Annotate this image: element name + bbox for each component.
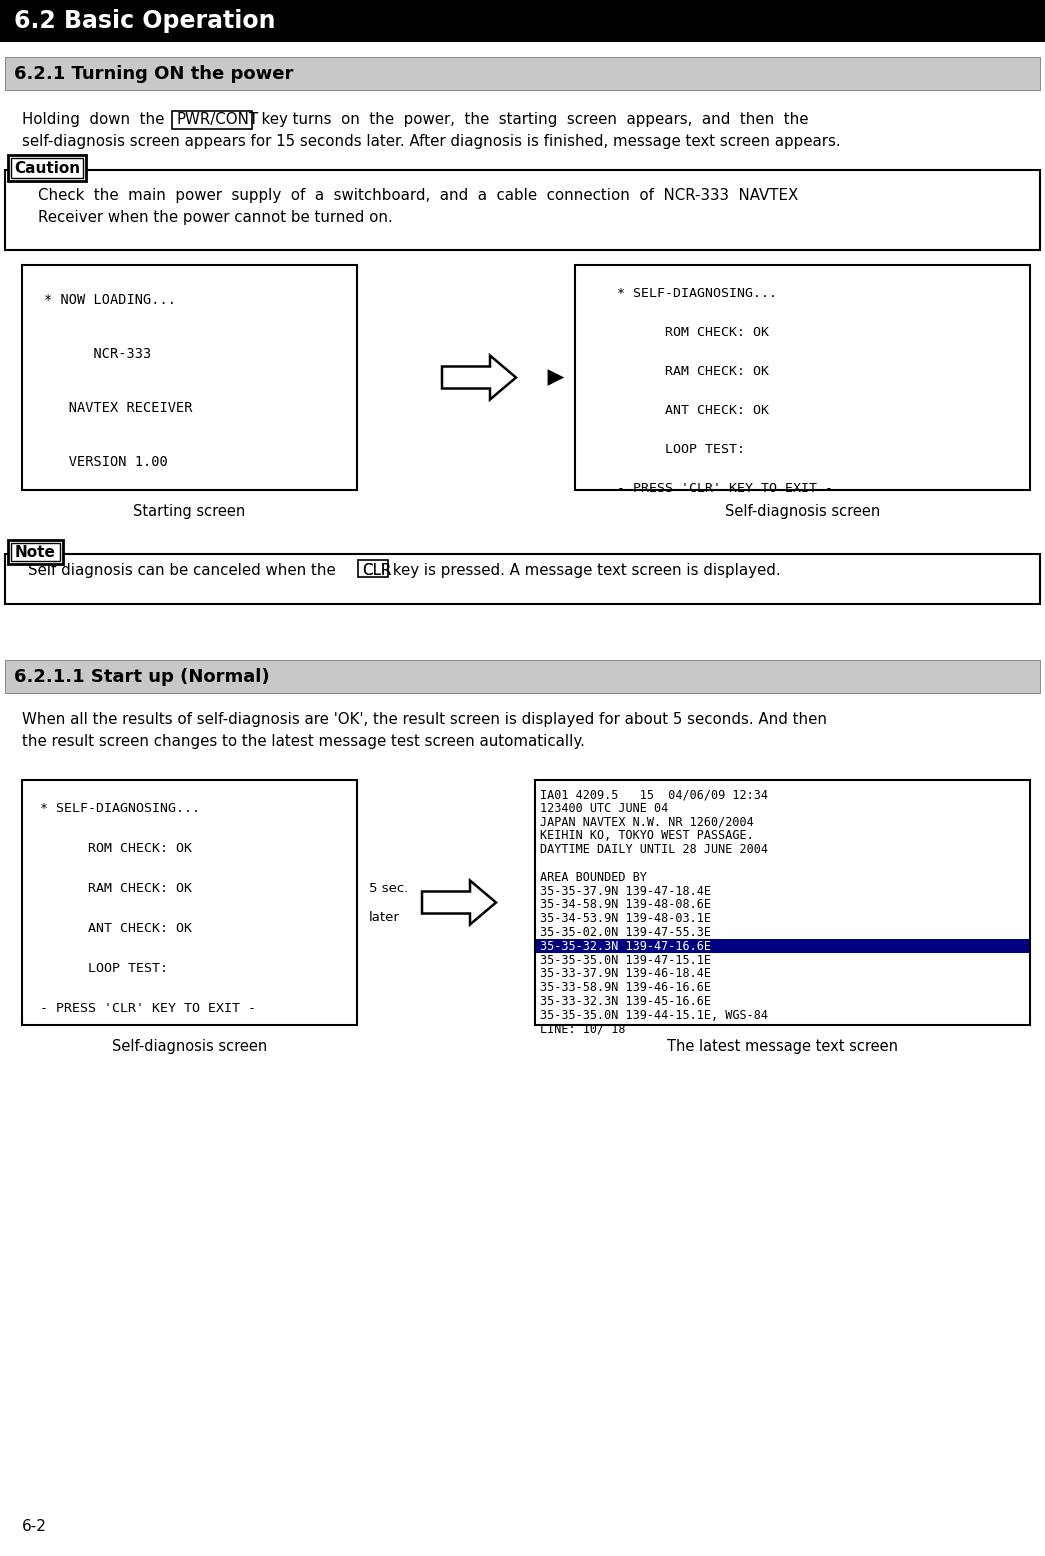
Polygon shape [422, 881, 496, 924]
Text: NCR-333: NCR-333 [44, 347, 152, 361]
Text: LOOP TEST:: LOOP TEST: [593, 443, 745, 456]
Text: Self-diagnosis screen: Self-diagnosis screen [112, 1039, 268, 1053]
Text: 35-34-53.9N 139-48-03.1E: 35-34-53.9N 139-48-03.1E [540, 912, 711, 926]
Text: ROM CHECK: OK: ROM CHECK: OK [593, 327, 769, 339]
Text: 123400 UTC JUNE 04: 123400 UTC JUNE 04 [540, 801, 668, 815]
Text: key is pressed. A message text screen is displayed.: key is pressed. A message text screen is… [388, 563, 781, 577]
Text: 6.2.1.1 Start up (Normal): 6.2.1.1 Start up (Normal) [14, 668, 270, 686]
Text: 35-35-02.0N 139-47-55.3E: 35-35-02.0N 139-47-55.3E [540, 926, 711, 938]
Text: LOOP TEST:: LOOP TEST: [40, 962, 168, 976]
Text: ROM CHECK: OK: ROM CHECK: OK [40, 842, 192, 854]
Text: When all the results of self-diagnosis are 'OK', the result screen is displayed : When all the results of self-diagnosis a… [22, 713, 827, 727]
Text: 35-33-32.3N 139-45-16.6E: 35-33-32.3N 139-45-16.6E [540, 994, 711, 1008]
Text: PWR/CONT: PWR/CONT [176, 112, 258, 128]
Text: 35-33-58.9N 139-46-16.6E: 35-33-58.9N 139-46-16.6E [540, 982, 711, 994]
Text: Self-diagnosis screen: Self-diagnosis screen [725, 504, 880, 520]
Text: self-diagnosis screen appears for 15 seconds later. After diagnosis is finished,: self-diagnosis screen appears for 15 sec… [22, 134, 840, 149]
Bar [8, 156, 86, 180]
Text: 35-35-35.0N 139-44-15.1E, WGS-84: 35-35-35.0N 139-44-15.1E, WGS-84 [540, 1008, 768, 1022]
Text: key turns  on  the  power,  the  starting  screen  appears,  and  then  the: key turns on the power, the starting scr… [252, 112, 809, 128]
Text: Holding  down  the: Holding down the [22, 112, 169, 128]
Text: 35-33-37.9N 139-46-18.4E: 35-33-37.9N 139-46-18.4E [540, 968, 711, 980]
Text: DAYTIME DAILY UNTIL 28 JUNE 2004: DAYTIME DAILY UNTIL 28 JUNE 2004 [540, 843, 768, 856]
Bar [0, 0, 1045, 42]
Text: ANT CHECK: OK: ANT CHECK: OK [593, 405, 769, 417]
Text: RAM CHECK: OK: RAM CHECK: OK [593, 366, 769, 378]
Text: later: later [369, 910, 400, 924]
Text: 5 sec.: 5 sec. [369, 882, 409, 895]
Text: * SELF-DIAGNOSING...: * SELF-DIAGNOSING... [593, 286, 777, 300]
Text: CLR: CLR [362, 563, 391, 577]
Bar [22, 265, 357, 490]
Text: The latest message text screen: The latest message text screen [667, 1039, 898, 1053]
Text: LINE: 10/ 18: LINE: 10/ 18 [540, 1022, 626, 1036]
Text: 6-2: 6-2 [22, 1519, 47, 1534]
Text: AREA BOUNDED BY: AREA BOUNDED BY [540, 871, 647, 884]
Bar [172, 110, 252, 129]
Text: CLR: CLR [362, 563, 391, 577]
Text: Check  the  main  power  supply  of  a  switchboard,  and  a  cable  connection : Check the main power supply of a switchb… [38, 188, 798, 202]
Text: Receiver when the power cannot be turned on.: Receiver when the power cannot be turned… [38, 210, 393, 226]
Bar [5, 554, 1040, 604]
Text: - PRESS 'CLR' KEY TO EXIT -: - PRESS 'CLR' KEY TO EXIT - [40, 1002, 256, 1015]
Text: 6.2 Basic Operation: 6.2 Basic Operation [14, 9, 276, 33]
Text: IA01 4209.5   15  04/06/09 12:34: IA01 4209.5 15 04/06/09 12:34 [540, 787, 768, 801]
Text: ANT CHECK: OK: ANT CHECK: OK [40, 923, 192, 935]
Text: 35-35-32.3N 139-47-16.6E: 35-35-32.3N 139-47-16.6E [540, 940, 711, 952]
Bar [11, 159, 83, 177]
Text: 35-34-58.9N 139-48-08.6E: 35-34-58.9N 139-48-08.6E [540, 898, 711, 912]
Bar [5, 170, 1040, 251]
Bar [536, 938, 1029, 952]
Bar [575, 265, 1030, 490]
Text: Caution: Caution [14, 160, 80, 176]
Text: NAVTEX RECEIVER: NAVTEX RECEIVER [44, 401, 192, 415]
Text: JAPAN NAVTEX N.W. NR 1260/2004: JAPAN NAVTEX N.W. NR 1260/2004 [540, 815, 753, 829]
Text: PWR/CONT: PWR/CONT [176, 112, 258, 128]
Bar [535, 780, 1030, 1025]
Text: - PRESS 'CLR' KEY TO EXIT -: - PRESS 'CLR' KEY TO EXIT - [593, 482, 833, 495]
Text: RAM CHECK: OK: RAM CHECK: OK [40, 882, 192, 895]
Bar [5, 660, 1040, 692]
Text: Note: Note [15, 545, 56, 560]
Text: VERSION 1.00: VERSION 1.00 [44, 454, 168, 468]
Text: 35-35-35.0N 139-47-15.1E: 35-35-35.0N 139-47-15.1E [540, 954, 711, 966]
Polygon shape [442, 355, 516, 400]
Text: * NOW LOADING...: * NOW LOADING... [44, 293, 176, 307]
Bar [5, 58, 1040, 90]
Bar [8, 540, 63, 563]
Text: the result screen changes to the latest message test screen automatically.: the result screen changes to the latest … [22, 734, 585, 748]
Text: 6.2.1 Turning ON the power: 6.2.1 Turning ON the power [14, 65, 294, 82]
Text: KEIHIN KO, TOKYO WEST PASSAGE.: KEIHIN KO, TOKYO WEST PASSAGE. [540, 829, 753, 842]
Bar [358, 560, 388, 577]
Text: * SELF-DIAGNOSING...: * SELF-DIAGNOSING... [40, 801, 200, 815]
Text: 35-35-37.9N 139-47-18.4E: 35-35-37.9N 139-47-18.4E [540, 885, 711, 898]
Text: Self diagnosis can be canceled when the: Self diagnosis can be canceled when the [28, 563, 341, 577]
Bar [22, 780, 357, 1025]
Text: Starting screen: Starting screen [134, 504, 246, 520]
Bar [11, 543, 60, 562]
